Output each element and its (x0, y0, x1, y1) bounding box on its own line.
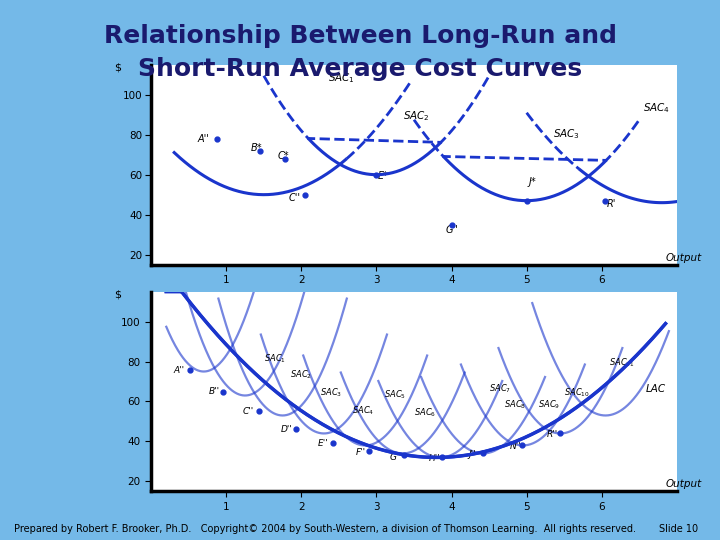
Text: C'': C'' (243, 408, 254, 416)
Text: F'': F'' (356, 448, 366, 457)
Text: $SAC_8$: $SAC_8$ (504, 399, 526, 411)
Text: B*: B* (251, 143, 262, 153)
Text: $SAC_1$: $SAC_1$ (264, 353, 286, 365)
Text: $SAC_6$: $SAC_6$ (414, 407, 436, 419)
Text: Relationship Between Long-Run and: Relationship Between Long-Run and (104, 24, 616, 48)
Text: $SAC_9$: $SAC_9$ (538, 399, 560, 411)
Text: Slide 10: Slide 10 (660, 523, 698, 534)
Text: $: $ (114, 289, 121, 300)
Text: $SAC_2$: $SAC_2$ (290, 368, 312, 381)
Text: G'': G'' (390, 454, 402, 462)
Text: N'': N'' (509, 442, 521, 451)
Text: D'': D'' (281, 426, 293, 435)
Text: C'': C'' (289, 193, 301, 202)
Text: $SAC_2$: $SAC_2$ (402, 109, 430, 123)
Text: $SAC_4$: $SAC_4$ (352, 404, 374, 417)
Text: R': R' (607, 199, 616, 208)
Text: E*: E* (378, 171, 389, 181)
Text: $SAC_1$: $SAC_1$ (328, 71, 354, 85)
Text: $SAC_3$: $SAC_3$ (320, 387, 342, 399)
Text: J'': J'' (469, 450, 477, 460)
Text: $SAC_{10}$: $SAC_{10}$ (564, 387, 590, 399)
Text: Output: Output (665, 480, 702, 489)
Text: Short-Run Average Cost Curves: Short-Run Average Cost Curves (138, 57, 582, 80)
Text: A'': A'' (174, 366, 185, 375)
Text: H'': H'' (429, 455, 441, 463)
Text: LAC: LAC (645, 383, 665, 394)
Text: C*: C* (277, 151, 289, 161)
Text: E'': E'' (318, 440, 328, 448)
Text: A'': A'' (198, 134, 210, 144)
Text: $SAC_5$: $SAC_5$ (384, 388, 406, 401)
Text: G'': G'' (446, 225, 459, 235)
Text: Prepared by Robert F. Brooker, Ph.D.   Copyright© 2004 by South-Western, a divis: Prepared by Robert F. Brooker, Ph.D. Cop… (14, 523, 636, 534)
Text: R'': R'' (547, 430, 558, 440)
Text: $SAC_3$: $SAC_3$ (553, 127, 580, 140)
Text: Output: Output (665, 253, 702, 262)
Text: $: $ (114, 63, 121, 73)
Text: B'': B'' (208, 388, 220, 396)
Text: $SAC_4$: $SAC_4$ (643, 101, 670, 114)
Text: $SAC_{11}$: $SAC_{11}$ (609, 356, 635, 369)
Text: $SAC_7$: $SAC_7$ (489, 382, 511, 395)
Text: J*: J* (528, 177, 536, 187)
